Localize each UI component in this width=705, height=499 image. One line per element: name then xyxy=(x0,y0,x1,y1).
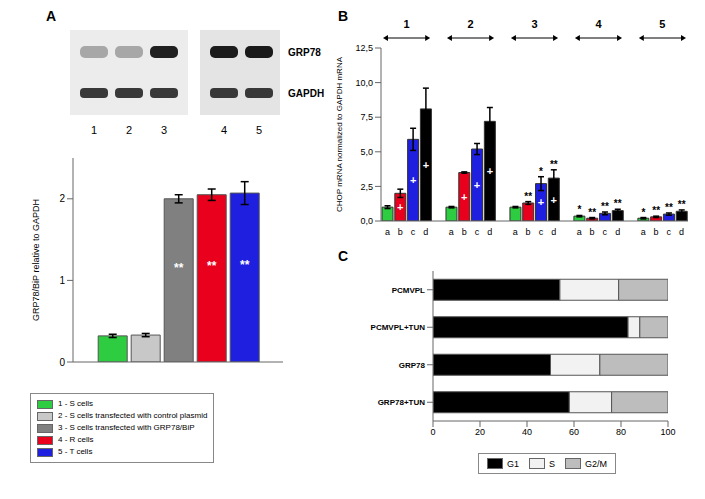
svg-text:5: 5 xyxy=(659,18,665,30)
svg-text:2: 2 xyxy=(467,18,473,30)
svg-text:+: + xyxy=(487,165,493,177)
html-text:3 - S cells transfected with G: 3 - S cells transfected with GRP78/BiP xyxy=(58,423,195,432)
svg-text:4: 4 xyxy=(221,124,227,136)
svg-text:GRP78: GRP78 xyxy=(399,361,426,370)
svg-text:**: ** xyxy=(524,191,532,202)
svg-text:**: ** xyxy=(614,198,622,209)
svg-text:+: + xyxy=(397,201,403,213)
svg-text:2,5: 2,5 xyxy=(360,182,373,192)
svg-text:c: c xyxy=(539,227,544,237)
svg-text:b: b xyxy=(590,227,595,237)
svg-text:a: a xyxy=(385,227,390,237)
html-text:A: A xyxy=(46,8,57,24)
svg-text:b: b xyxy=(654,227,659,237)
svg-text:GRP78/BiP relative to GAPDH: GRP78/BiP relative to GAPDH xyxy=(31,199,41,321)
svg-text:**: ** xyxy=(240,258,250,272)
svg-text:**: ** xyxy=(652,205,660,216)
svg-text:**: ** xyxy=(588,207,596,218)
html-text:5 - T cells: 5 - T cells xyxy=(58,447,93,456)
html-text:C: C xyxy=(338,248,349,264)
svg-text:1: 1 xyxy=(91,124,97,136)
svg-text:GRP78+TUN: GRP78+TUN xyxy=(378,398,426,407)
svg-text:**: ** xyxy=(678,199,686,210)
svg-text:4: 4 xyxy=(595,18,602,30)
svg-text:3: 3 xyxy=(161,124,167,136)
svg-text:b: b xyxy=(462,227,467,237)
svg-text:2: 2 xyxy=(126,124,132,136)
html-text:2 - S cells transfected with c: 2 - S cells transfected with control pla… xyxy=(58,411,208,420)
svg-text:80: 80 xyxy=(616,427,626,437)
svg-text:7,5: 7,5 xyxy=(360,112,373,122)
svg-text:a: a xyxy=(641,227,646,237)
svg-text:+: + xyxy=(410,174,416,186)
svg-text:*: * xyxy=(539,166,543,177)
svg-text:a: a xyxy=(577,227,582,237)
svg-text:d: d xyxy=(615,227,620,237)
svg-text:a: a xyxy=(513,227,518,237)
html-text:4 - R cells: 4 - R cells xyxy=(58,435,94,444)
svg-text:d: d xyxy=(487,227,492,237)
svg-text:PCMVPL: PCMVPL xyxy=(392,286,425,295)
svg-text:**: ** xyxy=(207,259,217,273)
svg-text:12,5: 12,5 xyxy=(355,43,373,53)
svg-text:GAPDH: GAPDH xyxy=(288,88,324,99)
svg-text:10,0: 10,0 xyxy=(355,78,373,88)
svg-text:+: + xyxy=(461,191,467,203)
html-text:G2/M: G2/M xyxy=(585,458,607,469)
svg-text:0: 0 xyxy=(430,427,435,437)
svg-text:60: 60 xyxy=(569,427,579,437)
html-text:S: S xyxy=(549,458,555,469)
html-text:G1: G1 xyxy=(507,458,519,469)
svg-text:1: 1 xyxy=(59,275,65,286)
html-text:1 - S cells: 1 - S cells xyxy=(58,399,94,408)
svg-text:b: b xyxy=(526,227,531,237)
svg-text:20: 20 xyxy=(475,427,485,437)
svg-text:*: * xyxy=(577,204,581,215)
svg-text:c: c xyxy=(603,227,608,237)
svg-text:d: d xyxy=(551,227,556,237)
svg-text:c: c xyxy=(667,227,672,237)
svg-text:d: d xyxy=(679,227,684,237)
svg-text:c: c xyxy=(475,227,480,237)
svg-text:+: + xyxy=(551,194,557,206)
svg-text:5,0: 5,0 xyxy=(360,147,373,157)
svg-text:PCMVPL+TUN: PCMVPL+TUN xyxy=(371,323,426,332)
svg-text:**: ** xyxy=(665,202,673,213)
svg-text:+: + xyxy=(474,179,480,191)
svg-text:+: + xyxy=(423,159,429,171)
svg-text:a: a xyxy=(449,227,454,237)
svg-text:*: * xyxy=(641,207,645,218)
svg-text:CHOP mRNA normalized to GAPDH: CHOP mRNA normalized to GAPDH mRNA xyxy=(335,56,344,212)
svg-text:b: b xyxy=(398,227,403,237)
html-text:B: B xyxy=(338,8,349,24)
svg-text:5: 5 xyxy=(256,124,262,136)
svg-text:1: 1 xyxy=(404,18,410,30)
svg-text:**: ** xyxy=(601,201,609,212)
svg-text:0,0: 0,0 xyxy=(360,216,373,226)
svg-text:+: + xyxy=(538,196,544,208)
svg-text:c: c xyxy=(411,227,416,237)
svg-text:d: d xyxy=(423,227,428,237)
svg-text:40: 40 xyxy=(522,427,532,437)
svg-text:3: 3 xyxy=(531,18,537,30)
svg-text:2: 2 xyxy=(59,193,65,204)
svg-text:0: 0 xyxy=(59,357,65,368)
svg-text:100: 100 xyxy=(660,427,675,437)
svg-text:GRP78: GRP78 xyxy=(288,47,321,58)
svg-text:**: ** xyxy=(550,159,558,170)
svg-text:**: ** xyxy=(174,261,184,275)
